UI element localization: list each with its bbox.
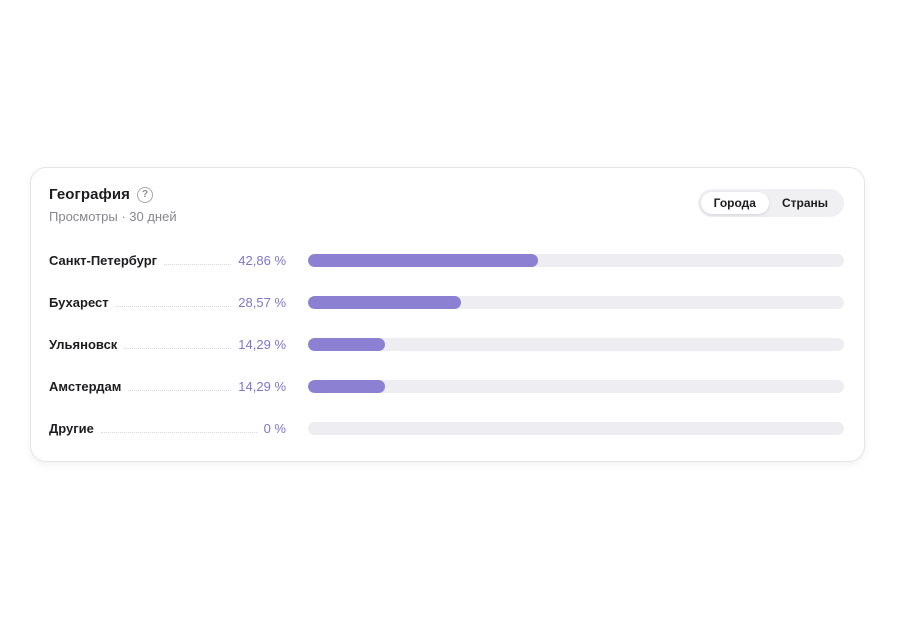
row-left: Другие 0 % [49, 421, 286, 436]
row-left: Бухарест 28,57 % [49, 295, 286, 310]
city-label: Санкт-Петербург [49, 252, 158, 268]
help-glyph: ? [141, 188, 149, 200]
row-left: Ульяновск 14,29 % [49, 337, 286, 352]
title-row: География ? [49, 186, 177, 203]
card-subtitle: Просмотры · 30 дней [49, 209, 177, 224]
percent-value: 28,57 % [238, 294, 286, 310]
bar-track [308, 337, 844, 351]
bar-fill [308, 253, 538, 267]
toggle-countries-button[interactable]: Страны [769, 192, 841, 214]
bar-track [308, 379, 844, 393]
dotted-leader [124, 347, 232, 349]
dotted-leader [115, 305, 232, 307]
bar-fill [308, 337, 385, 351]
card-title: География [49, 186, 130, 203]
title-block: География ? Просмотры · 30 дней [49, 186, 177, 224]
geo-row: Амстердам 14,29 % [49, 365, 844, 407]
view-toggle: Города Страны [697, 189, 844, 217]
toggle-cities-button[interactable]: Города [700, 192, 769, 214]
percent-value: 14,29 % [238, 378, 286, 394]
percent-value: 42,86 % [238, 252, 286, 268]
percent-value: 14,29 % [238, 336, 286, 352]
row-left: Амстердам 14,29 % [49, 379, 286, 394]
bar-fill [308, 295, 462, 309]
city-label: Другие [49, 420, 94, 436]
row-left: Санкт-Петербург 42,86 % [49, 253, 286, 268]
bar-track [308, 295, 844, 309]
geo-row: Санкт-Петербург 42,86 % [49, 239, 844, 281]
percent-value: 0 % [263, 420, 286, 436]
bar-track [308, 253, 844, 267]
city-label: Амстердам [49, 378, 122, 394]
dotted-leader [100, 431, 257, 433]
city-label: Ульяновск [49, 336, 118, 352]
dotted-leader [164, 263, 232, 265]
geography-card: География ? Просмотры · 30 дней Города С… [30, 167, 865, 462]
dotted-leader [128, 389, 232, 391]
card-header: География ? Просмотры · 30 дней Города С… [49, 186, 844, 224]
bar-fill [308, 379, 385, 393]
geo-rows-list: Санкт-Петербург 42,86 % Бухарест 28,57 %… [49, 239, 844, 449]
help-icon[interactable]: ? [137, 186, 153, 203]
geo-row: Ульяновск 14,29 % [49, 323, 844, 365]
geo-row: Другие 0 % [49, 407, 844, 449]
city-label: Бухарест [49, 294, 109, 310]
bar-track [308, 421, 844, 435]
geo-row: Бухарест 28,57 % [49, 281, 844, 323]
